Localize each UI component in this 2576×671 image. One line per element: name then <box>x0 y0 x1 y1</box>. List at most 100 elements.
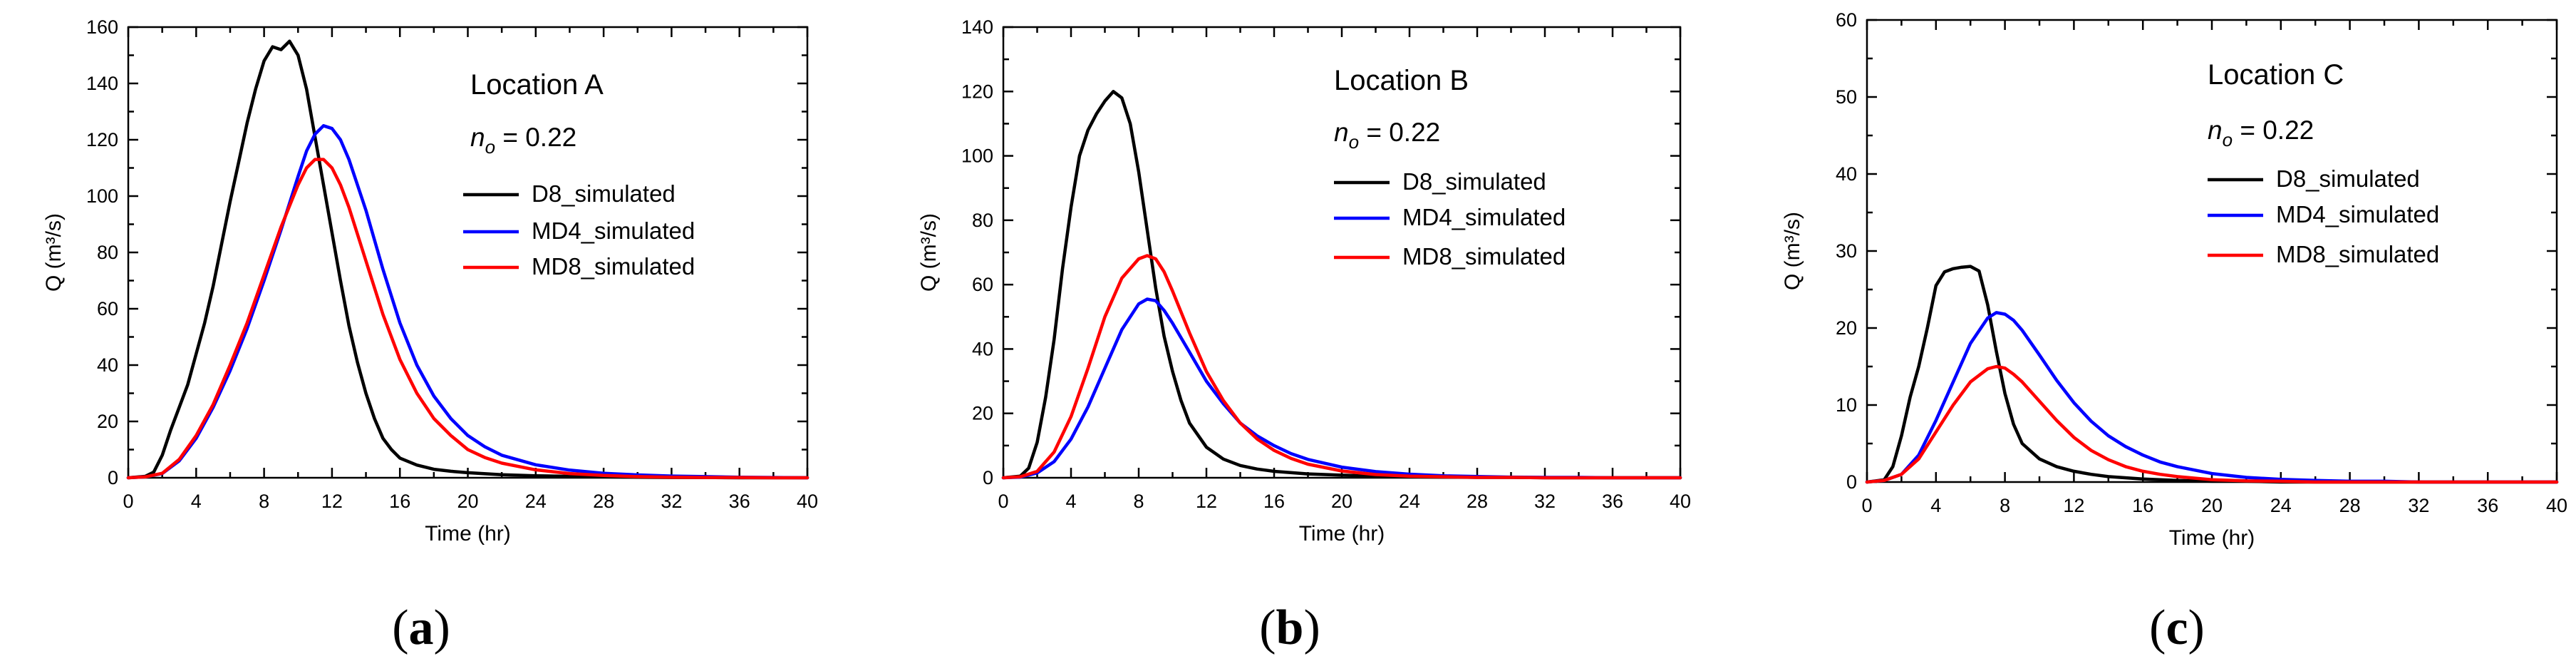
location-title: Location A <box>470 69 604 101</box>
x-tick-label: 28 <box>2339 495 2361 516</box>
legend: D8_simulated MD4_simulated MD8_simulated <box>1334 168 1566 270</box>
legend-label: D8_simulated <box>532 180 676 207</box>
y-axis-title: Q (m³/s) <box>1781 212 1804 290</box>
series-line-md4-simulated <box>1865 311 2559 484</box>
x-tick-label: 0 <box>998 491 1008 512</box>
x-tick-label: 32 <box>1534 491 1556 512</box>
panel-label-close: ) <box>434 600 450 655</box>
x-tick-label: 4 <box>1930 495 1941 516</box>
y-tick-label: 30 <box>1836 240 1857 262</box>
y-tick-label: 60 <box>1836 9 1857 31</box>
y-tick-label: 80 <box>97 242 118 263</box>
x-tick-label: 16 <box>1263 491 1285 512</box>
x-tick-label: 8 <box>259 491 269 512</box>
roughness-parameter: no = 0.22 <box>470 123 576 158</box>
x-tick-label: 16 <box>2132 495 2153 516</box>
legend-label: MD8_simulated <box>2276 241 2439 267</box>
x-tick-label: 32 <box>2408 495 2429 516</box>
x-tick-label: 0 <box>1861 495 1872 516</box>
param-value: = 0.22 <box>1359 118 1440 147</box>
y-tick-label: 80 <box>972 210 993 231</box>
x-tick-label: 12 <box>1196 491 1217 512</box>
param-symbol: n <box>470 123 485 152</box>
y-axis-title: Q (m³/s) <box>917 213 941 292</box>
location-title: Location C <box>2208 59 2344 91</box>
x-tick-label: 24 <box>525 491 547 512</box>
param-subscript: o <box>1349 131 1359 153</box>
x-axis-title: Time (hr) <box>2169 526 2255 550</box>
chart-panel-b: 0 4 8 12 16 20 24 28 32 36 40 0 20 40 60 80 100 120 140 Tim… <box>917 16 1691 655</box>
x-tick-label: 20 <box>457 491 478 512</box>
panel-label-letter: a <box>409 600 434 655</box>
panel-label: (a) <box>392 600 450 655</box>
y-tick-label: 20 <box>972 403 993 424</box>
x-tick-label: 28 <box>1467 491 1488 512</box>
y-tick-label: 100 <box>86 185 118 207</box>
roughness-parameter: no = 0.22 <box>1334 118 1440 153</box>
x-tick-label: 40 <box>1670 491 1691 512</box>
legend-label: MD4_simulated <box>532 217 695 244</box>
x-tick-label: 4 <box>1065 491 1076 512</box>
param-value: = 0.22 <box>495 123 576 152</box>
y-tick-label: 0 <box>108 467 118 488</box>
x-tick-label: 28 <box>593 491 614 512</box>
param-subscript: o <box>485 136 495 158</box>
x-tick-label: 16 <box>389 491 410 512</box>
series-line-md8-simulated <box>126 158 809 480</box>
series-line-d8-simulated <box>1865 265 2559 484</box>
param-symbol: n <box>2208 116 2223 145</box>
y-tick-label: 50 <box>1836 86 1857 108</box>
x-tick-label: 12 <box>2063 495 2084 516</box>
legend-label: MD8_simulated <box>532 253 695 280</box>
x-axis-title: Time (hr) <box>1299 522 1385 545</box>
series-line-md4-simulated <box>1001 297 1682 480</box>
y-tick-label: 140 <box>961 16 993 38</box>
x-tick-label: 24 <box>2270 495 2292 516</box>
panel-label-letter: c <box>2166 600 2188 655</box>
y-tick-label: 60 <box>972 274 993 295</box>
series-line-md8-simulated <box>1001 254 1682 480</box>
param-symbol: n <box>1334 118 1349 147</box>
panel-label-open: ( <box>1259 600 1276 655</box>
legend-label: MD4_simulated <box>2276 201 2439 227</box>
y-tick-label: 40 <box>972 338 993 359</box>
chart-panel-c: 0 4 8 12 16 20 24 28 32 36 40 0 10 20 30 40 50 60 Time (hr… <box>1781 9 2567 655</box>
x-tick-label: 36 <box>1602 491 1623 512</box>
param-subscript: o <box>2223 129 2233 150</box>
series-line-d8-simulated <box>126 39 809 480</box>
legend-label: MD8_simulated <box>1402 243 1566 270</box>
panel-label-close: ) <box>2188 600 2205 655</box>
y-tick-label: 10 <box>1836 394 1857 416</box>
x-tick-label: 20 <box>1331 491 1352 512</box>
legend: D8_simulated MD4_simulated MD8_simulated <box>463 180 695 280</box>
legend: D8_simulated MD4_simulated MD8_simulated <box>2208 165 2439 267</box>
x-tick-label: 4 <box>191 491 202 512</box>
y-tick-label: 60 <box>97 298 118 319</box>
y-tick-label: 20 <box>1836 317 1857 339</box>
x-tick-label: 12 <box>321 491 343 512</box>
x-tick-label: 32 <box>661 491 682 512</box>
series-line-md8-simulated <box>1865 364 2559 484</box>
y-tick-label: 0 <box>983 467 993 488</box>
x-tick-label: 40 <box>2546 495 2567 516</box>
y-tick-label: 40 <box>1836 163 1857 185</box>
legend-label: D8_simulated <box>2276 165 2420 192</box>
x-tick-label: 0 <box>123 491 133 512</box>
chart-panel-a: 0 4 8 12 16 20 24 28 32 36 40 0 20 40 60 80 100 120 140 160… <box>42 16 818 655</box>
panel-label: (c) <box>2149 600 2205 655</box>
panel-label-open: ( <box>2149 600 2166 655</box>
panel-label-open: ( <box>392 600 408 655</box>
y-tick-label: 20 <box>97 411 118 432</box>
param-value: = 0.22 <box>2233 116 2314 145</box>
roughness-parameter: no = 0.22 <box>2208 116 2314 150</box>
series-line-d8-simulated <box>1001 90 1682 480</box>
panel-label-letter: b <box>1276 600 1304 655</box>
x-tick-label: 8 <box>1133 491 1144 512</box>
x-tick-label: 8 <box>2000 495 2010 516</box>
y-axis-title: Q (m³/s) <box>42 213 66 292</box>
x-tick-label: 36 <box>2477 495 2498 516</box>
location-title: Location B <box>1334 65 1469 96</box>
panel-label: (b) <box>1259 600 1320 655</box>
y-tick-label: 100 <box>961 145 993 167</box>
y-tick-label: 0 <box>1846 471 1857 493</box>
